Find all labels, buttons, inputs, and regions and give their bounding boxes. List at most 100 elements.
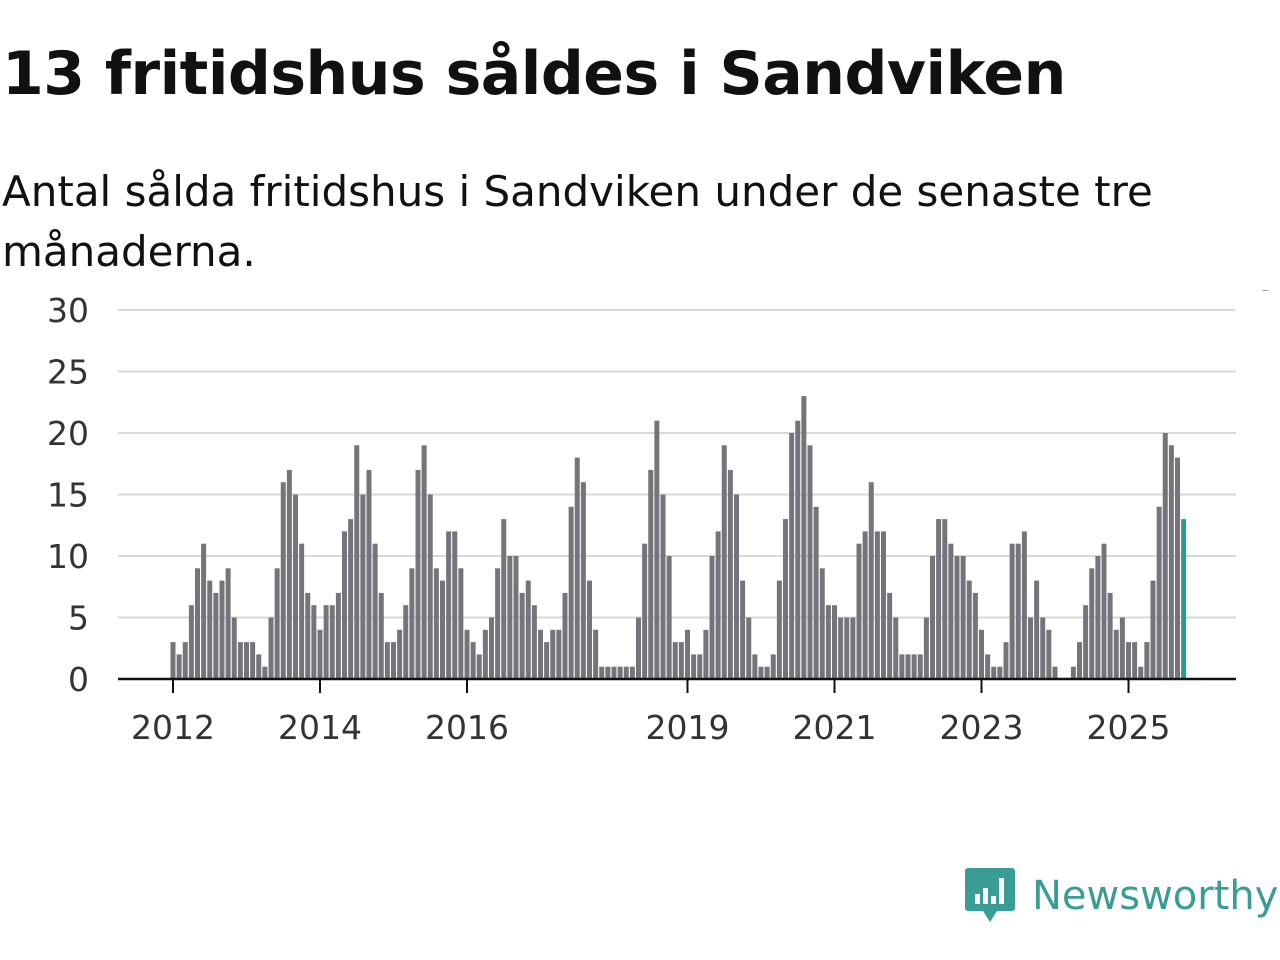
bar [421,445,427,679]
bar [825,605,831,679]
y-tick-label: 10 [47,537,89,576]
bar [544,642,550,679]
annotation-backdrop [1235,290,1280,330]
bar [678,642,684,679]
bar [623,666,629,679]
bar [642,543,648,679]
bar [893,617,899,679]
bar [691,654,697,679]
bar [286,469,292,679]
bar [715,531,721,679]
bar [850,617,856,679]
bar [225,568,231,679]
bar [574,457,580,679]
bar [611,666,617,679]
bar [660,494,666,679]
bar [1162,433,1168,679]
bar [1089,568,1095,679]
bar [930,556,935,679]
bar [599,666,605,679]
bar [740,580,746,679]
bar [1107,592,1113,679]
bar [923,617,929,679]
bar [262,666,268,679]
bar [201,543,207,679]
annotation-label: 13 [1237,290,1276,298]
bar [727,469,733,679]
bar [501,519,507,679]
bar [342,531,347,679]
bar [752,654,758,679]
bar [1046,629,1052,679]
bar [556,629,562,679]
bar [237,642,243,679]
bar [409,568,415,679]
bar [617,666,623,679]
bar [329,605,335,679]
bar [348,519,354,679]
bar [905,654,911,679]
x-tick-label: 2014 [278,708,362,747]
bar [1175,457,1180,679]
x-tick-label: 2023 [940,708,1024,747]
bar [1040,617,1046,679]
bar [476,654,482,679]
bar [874,531,880,679]
bar [1168,445,1174,679]
bar [746,617,752,679]
x-axis-ticks: 2012 2014 2016 2019 2021 2023 2025 [131,679,1170,747]
bar [433,568,439,679]
bar [654,420,660,679]
bar [1028,617,1033,679]
bar [954,556,960,679]
bar [305,592,311,679]
bar [1181,519,1187,679]
bar [685,629,690,679]
bar [427,494,433,679]
bar [293,494,298,679]
chart-title: 13 fritidshus såldes i Sandviken [2,39,1066,109]
bar [280,482,286,679]
bar [801,396,807,679]
bar [776,580,782,679]
bar [507,556,513,679]
bar [403,605,409,679]
bar [250,642,256,679]
bar [972,592,978,679]
bar [1015,543,1021,679]
bar [1150,580,1156,679]
bar [580,482,586,679]
bar [1083,605,1089,679]
bar [770,654,776,679]
chart-subtitle: Antal sålda fritidshus i Sandviken under… [2,167,1153,276]
bar [354,445,360,679]
bar [881,531,886,679]
y-tick-label: 0 [68,660,89,699]
bar [672,642,678,679]
bar [887,592,893,679]
bar [550,629,556,679]
bar [1003,642,1009,679]
bar [458,568,464,679]
bar [734,494,739,679]
bar [562,592,568,679]
bar [991,666,997,679]
bar [182,642,188,679]
bar [1009,543,1015,679]
bar [231,617,237,679]
bar [299,543,305,679]
bar [721,445,727,679]
bar [335,592,341,679]
bar [807,445,813,679]
bar [170,642,176,679]
x-tick-label: 2012 [131,708,215,747]
x-tick-label: 2019 [646,708,730,747]
bar [415,469,421,679]
bar [844,617,850,679]
y-tick-label: 30 [47,291,89,330]
bar [636,617,641,679]
bar [709,556,715,679]
bar [703,629,709,679]
bar [372,543,378,679]
